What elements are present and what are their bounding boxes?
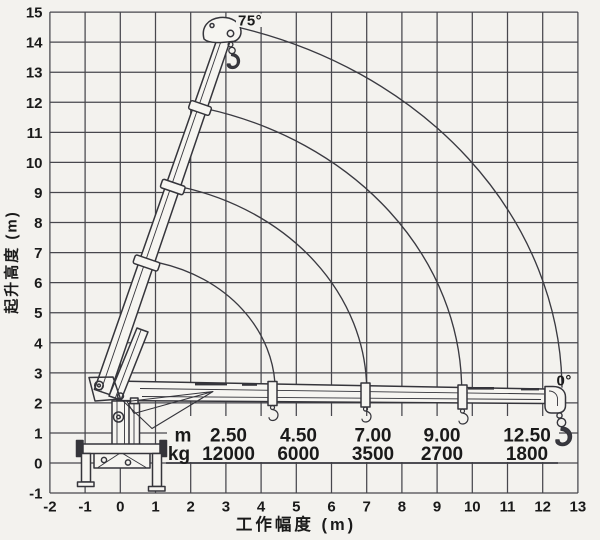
x-tick-label: 0	[116, 499, 124, 516]
y-tick-label: 0	[34, 456, 42, 473]
table-radius-value: 7.00	[355, 426, 392, 447]
x-tick-label: 2	[187, 499, 195, 516]
x-tick-label: 9	[433, 499, 441, 516]
envelope-arc-12.55m	[230, 24, 563, 388]
angle-label-whiteout	[236, 13, 271, 27]
y-tick-label: 12	[26, 95, 43, 112]
table-radius-value: 4.50	[280, 426, 317, 447]
boom-collar-9m	[457, 384, 468, 410]
x-tick-label: 8	[398, 499, 406, 516]
table-capacity-value: 12000	[202, 444, 255, 465]
table-radius-value: 2.50	[210, 426, 247, 447]
boom-head-pin	[209, 22, 215, 29]
mini-hook-9m	[458, 408, 469, 425]
boom-collar-4m	[267, 380, 278, 407]
pedestal-hole-center	[115, 414, 122, 420]
boom-min-angle-label: 0°	[557, 373, 572, 390]
pivot-pin-center	[96, 383, 102, 388]
table-capacity-value: 1800	[506, 444, 548, 465]
mini-hook-4m	[268, 404, 279, 422]
y-tick-label: 4	[34, 335, 43, 352]
table-capacity-row-label: kg	[168, 444, 190, 465]
x-tick-label: 10	[464, 499, 481, 516]
y-tick-label: 15	[26, 5, 43, 22]
boom-tip-elbow	[544, 385, 567, 414]
y-tick-label: 10	[26, 155, 43, 172]
pivot-pin	[93, 380, 105, 391]
table-capacity-value: 6000	[277, 444, 319, 465]
boom-shading-dashes	[195, 382, 539, 391]
table-capacity-value: 2700	[421, 444, 463, 465]
boom-horizontal-chord-line2	[141, 396, 542, 400]
y-tick-label: 2	[34, 395, 42, 412]
x-tick-label: 12	[534, 499, 551, 516]
y-tick-label: 11	[27, 125, 43, 142]
boom-cylinder-rod-line	[115, 329, 142, 398]
x-tick-label: 3	[222, 499, 230, 516]
y-tick-label: 3	[34, 365, 42, 382]
y-tick-label: 13	[26, 65, 43, 82]
outrigger-leg-right	[151, 452, 163, 488]
boom75-collar-3	[187, 99, 213, 117]
boom-collar-7m	[360, 382, 371, 408]
y-tick-label: -1	[29, 486, 42, 503]
pedestal-hole	[112, 411, 125, 423]
x-tick-label: 13	[570, 499, 587, 516]
boom75-collar-2	[159, 178, 186, 196]
outrigger-cap-left	[75, 439, 84, 458]
outrigger-foot-left	[76, 481, 95, 488]
envelope-arc-9.7m	[205, 107, 463, 389]
y-tick-label: 14	[26, 35, 43, 52]
x-tick-label: 7	[363, 499, 371, 516]
x-tick-label: 11	[500, 499, 516, 516]
table-radius-row-label: m	[175, 426, 192, 447]
bracket-pin	[116, 392, 125, 400]
boom-support-gusset	[126, 391, 214, 414]
table-underline	[166, 462, 558, 464]
y-tick-label: 6	[34, 275, 42, 292]
boom-tip-elbow-inner	[548, 390, 558, 406]
x-tick-label: 4	[257, 499, 266, 516]
x-tick-label: 6	[327, 499, 335, 516]
x-axis-title: 工作幅度 (m)	[236, 514, 356, 534]
y-tick-label: 5	[34, 305, 42, 322]
pedestal-column	[111, 400, 131, 446]
hook-75deg	[226, 41, 241, 70]
x-tick-label: -1	[78, 499, 91, 516]
boom-head-sheave	[226, 29, 235, 38]
x-tick-label: -2	[43, 499, 56, 516]
outrigger-leg-left	[80, 452, 92, 483]
x-tick-label: 1	[151, 499, 159, 516]
pedestal-lines	[116, 401, 125, 445]
y-tick-label: 7	[34, 245, 42, 262]
mini-hook-7m	[361, 406, 372, 423]
crane-drawing	[75, 16, 573, 492]
table-whiteout	[167, 416, 559, 462]
boom-horizontal-chord-line	[139, 388, 545, 395]
outrigger-cap-right	[159, 439, 168, 458]
y-tick-label: 9	[34, 185, 42, 202]
table-radius-value: 9.00	[424, 426, 461, 447]
boom-75deg-inner-line	[100, 32, 225, 391]
y-tick-label: 1	[34, 425, 42, 442]
boom-head	[202, 16, 242, 44]
y-axis-title: 起升高度 (m)	[3, 210, 21, 315]
boom-max-angle-label: 75°	[238, 13, 262, 30]
envelope-arc-7m	[181, 186, 368, 390]
x-tick-label: 5	[292, 499, 300, 516]
labels: 75° 0° 工作幅度 (m) 起升高度 (m) m kg -2 -1 0 1 2 3 4 5…	[3, 5, 587, 534]
boom75-collar-1	[132, 254, 161, 272]
chassis-bolt-right	[124, 459, 132, 466]
outrigger-foot-right	[147, 485, 166, 492]
chassis-bolt-left	[100, 456, 108, 464]
outrigger-beam	[79, 443, 165, 455]
table-capacity-value: 3500	[352, 444, 394, 465]
hook-0deg	[555, 412, 573, 447]
envelope-arc-4.4m	[158, 262, 276, 390]
table-radius-value: 12.50	[503, 426, 551, 447]
envelope-arcs	[158, 24, 563, 390]
y-tick-label: 8	[34, 215, 42, 232]
